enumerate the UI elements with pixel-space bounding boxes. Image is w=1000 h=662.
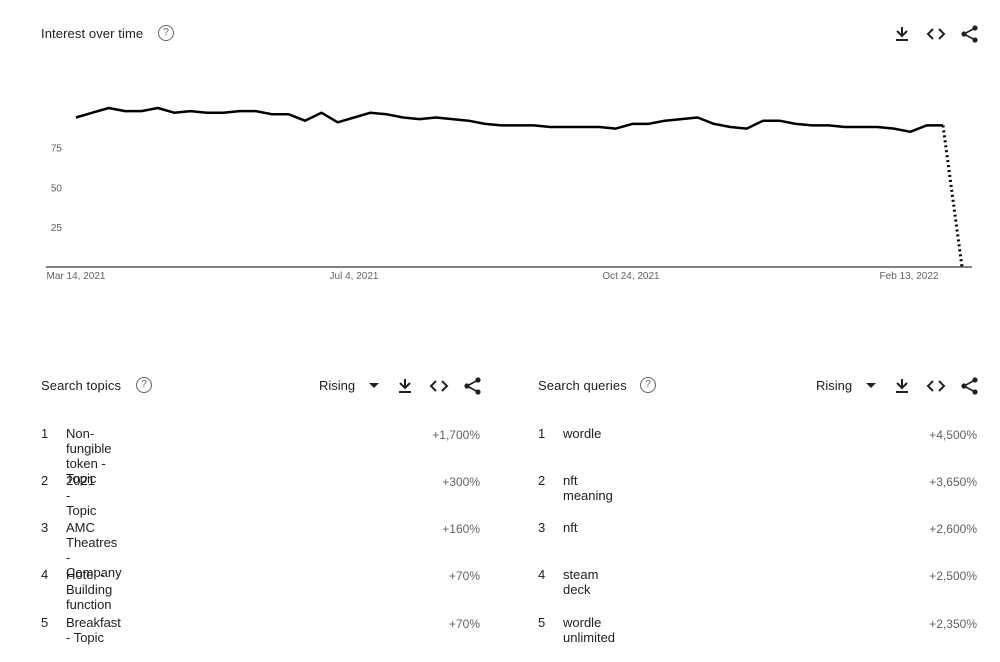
download-icon[interactable]	[892, 376, 912, 396]
help-symbol: ?	[141, 379, 147, 390]
list-item-label[interactable]: AMC Theatres - Company	[66, 520, 122, 580]
list-item-label[interactable]: wordle unlimited	[563, 615, 616, 645]
x-tick-label: Jul 4, 2021	[330, 271, 379, 282]
help-icon[interactable]: ?	[158, 25, 174, 41]
list-item-rank: 1	[41, 426, 49, 441]
list-item-rank: 5	[538, 615, 546, 630]
download-icon[interactable]	[892, 24, 912, 44]
queries-help-icon[interactable]: ?	[640, 377, 656, 393]
interest-title: Interest over time	[41, 26, 144, 41]
list-item-label[interactable]: Non-fungible token - Topic	[66, 426, 112, 486]
list-item-value: +160%	[442, 522, 480, 536]
list-item-value: +2,600%	[929, 522, 977, 536]
list-item-label[interactable]: Hotel - Building function	[66, 567, 113, 612]
y-tick-label: 50	[51, 183, 63, 194]
chevron-down-icon[interactable]	[369, 383, 379, 388]
x-tick-label: Oct 24, 2021	[602, 271, 660, 282]
list-item-rank: 4	[41, 567, 49, 582]
list-item-value: +3,650%	[929, 475, 977, 489]
queries-filter-select[interactable]: Rising	[816, 378, 852, 393]
topics-help-icon[interactable]: ?	[136, 377, 152, 393]
help-symbol: ?	[645, 379, 651, 390]
list-item-value: +300%	[442, 475, 480, 489]
x-tick-label: Mar 14, 2021	[47, 271, 106, 282]
list-item-rank: 2	[538, 473, 546, 488]
help-symbol: ?	[163, 27, 169, 38]
embed-icon[interactable]	[926, 376, 946, 396]
list-item-label[interactable]: steam deck	[563, 567, 599, 597]
list-item-label[interactable]: wordle	[563, 426, 602, 441]
list-item-value: +2,350%	[929, 617, 977, 631]
y-tick-label: 25	[51, 223, 63, 234]
topics-filter-value: Rising	[319, 378, 356, 393]
x-tick-label: Feb 13, 2022	[880, 271, 939, 282]
series-line	[75, 106, 943, 134]
download-icon[interactable]	[395, 376, 415, 396]
list-item-rank: 1	[538, 426, 546, 441]
list-item-label[interactable]: nft meaning	[563, 473, 613, 503]
list-item-value: +70%	[448, 617, 480, 631]
list-item-rank: 3	[41, 520, 49, 535]
topics-title: Search topics	[41, 378, 122, 393]
list-item-rank: 5	[41, 615, 49, 630]
topics-filter-select[interactable]: Rising	[319, 378, 355, 393]
list-item-label[interactable]: Breakfast - Topic	[66, 615, 121, 645]
list-item-value: +4,500%	[929, 428, 977, 442]
y-tick-label: 75	[51, 144, 63, 155]
list-item-rank: 3	[538, 520, 546, 535]
share-icon[interactable]	[960, 376, 980, 396]
share-icon[interactable]	[463, 376, 483, 396]
embed-icon[interactable]	[926, 24, 946, 44]
list-item-value: +70%	[448, 569, 480, 583]
embed-icon[interactable]	[429, 376, 449, 396]
interest-chart: 75 50 25 Mar 14, 2021 Jul 4, 2021 Oct 24, 202…	[46, 106, 972, 282]
partial-data-segment	[941, 125, 964, 268]
list-item-value: +2,500%	[929, 569, 977, 583]
list-item-rank: 2	[41, 473, 49, 488]
list-item-label[interactable]: nft	[563, 520, 578, 535]
queries-title: Search queries	[538, 378, 627, 393]
list-item-label[interactable]: 2021 - Topic	[66, 473, 97, 518]
chevron-down-icon[interactable]	[866, 383, 876, 388]
share-icon[interactable]	[960, 24, 980, 44]
list-item-rank: 4	[538, 567, 546, 582]
queries-filter-value: Rising	[816, 378, 853, 393]
list-item-value: +1,700%	[432, 428, 480, 442]
